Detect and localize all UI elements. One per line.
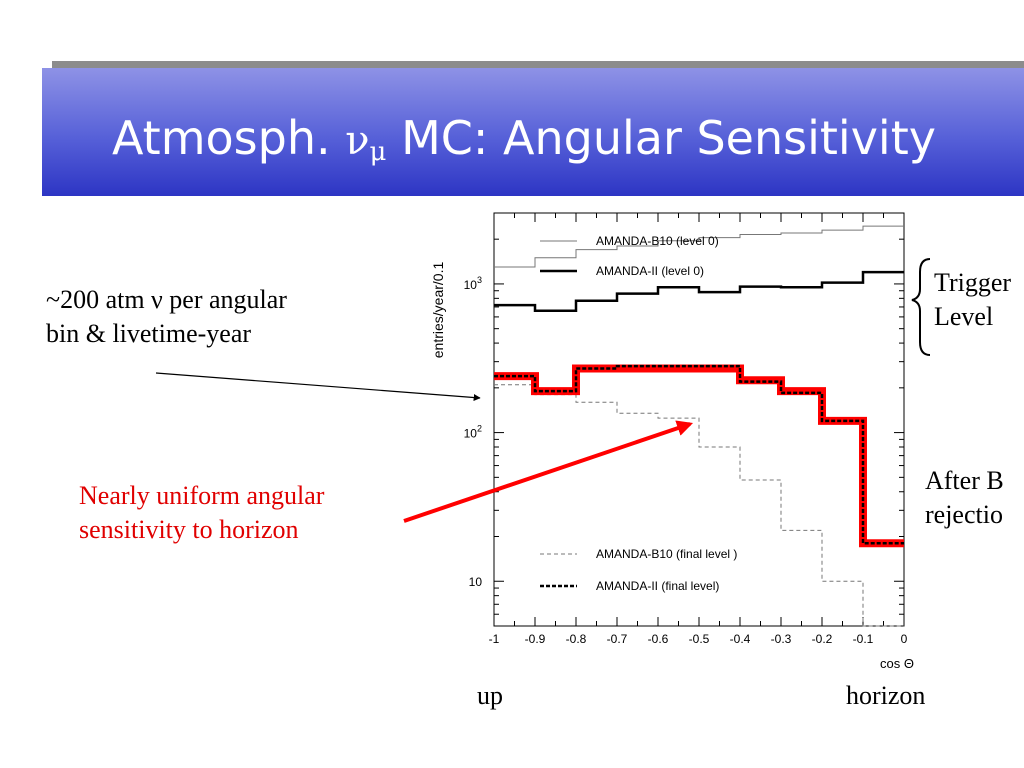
note-trigger: Trigger Level bbox=[934, 266, 1011, 334]
note-uniform-line1: Nearly uniform angular bbox=[79, 481, 325, 510]
series-thick-black bbox=[494, 270, 904, 313]
x-tick-label: -0.2 bbox=[812, 632, 833, 646]
x-axis-label: cos Θ bbox=[880, 656, 914, 671]
label-horizon: horizon bbox=[846, 681, 926, 710]
trigger-level-brace bbox=[911, 258, 931, 356]
legend-label: AMANDA-II (final level) bbox=[596, 579, 719, 593]
series-thin-gray bbox=[494, 225, 904, 268]
note-uniform-line2: sensitivity to horizon bbox=[79, 515, 299, 544]
note-livetime-line2: bin & livetime-year bbox=[46, 319, 252, 348]
title-mu-subscript: μ bbox=[369, 137, 387, 167]
note-trigger-line1: Trigger bbox=[934, 268, 1012, 297]
x-tick-label: -0.4 bbox=[730, 632, 751, 646]
x-tick-label: 0 bbox=[901, 632, 908, 646]
livetime-arrow bbox=[155, 372, 481, 402]
series-dashed-gray bbox=[494, 384, 904, 627]
x-tick-label: -0.1 bbox=[853, 632, 874, 646]
x-tick-label: -0.8 bbox=[566, 632, 587, 646]
note-after-rejection: After B rejectio bbox=[925, 464, 1004, 532]
y-tick-label: 10 bbox=[469, 575, 483, 589]
note-livetime: ~200 atm ν per angular bin & livetime-ye… bbox=[46, 283, 287, 351]
note-uniform: Nearly uniform angular sensitivity to ho… bbox=[79, 479, 324, 547]
x-tick-label: -0.9 bbox=[525, 632, 546, 646]
title-nu-symbol: ν bbox=[345, 118, 370, 164]
slide-title: Atmosph. νμ MC: Angular Sensitivity bbox=[112, 103, 936, 173]
title-suffix: MC: Angular Sensitivity bbox=[386, 111, 936, 165]
title-stripe bbox=[52, 61, 1024, 68]
y-tick-label: 102 bbox=[464, 424, 482, 441]
title-bar bbox=[42, 68, 1024, 196]
legend-label: AMANDA-B10 (level 0) bbox=[596, 234, 719, 248]
note-after-line1: After B bbox=[925, 466, 1004, 495]
y-axis-label: entries/year/0.1 bbox=[430, 262, 446, 359]
uniform-sensitivity-arrow bbox=[403, 420, 694, 523]
x-tick-label: -1 bbox=[489, 632, 500, 646]
series-dashed-black bbox=[494, 364, 904, 545]
legend-label: AMANDA-B10 (final level ) bbox=[596, 547, 737, 561]
note-trigger-line2: Level bbox=[934, 302, 994, 331]
label-up: up bbox=[477, 681, 503, 710]
legend-label: AMANDA-II (level 0) bbox=[596, 264, 704, 278]
x-tick-label: -0.7 bbox=[607, 632, 628, 646]
note-livetime-line1: ~200 atm ν per angular bbox=[46, 285, 287, 314]
x-tick-label: -0.3 bbox=[771, 632, 792, 646]
y-tick-label: 103 bbox=[464, 275, 482, 292]
x-tick-label: -0.5 bbox=[689, 632, 710, 646]
note-after-line2: rejectio bbox=[925, 500, 1003, 529]
title-prefix: Atmosph. bbox=[112, 111, 346, 165]
x-tick-label: -0.6 bbox=[648, 632, 669, 646]
